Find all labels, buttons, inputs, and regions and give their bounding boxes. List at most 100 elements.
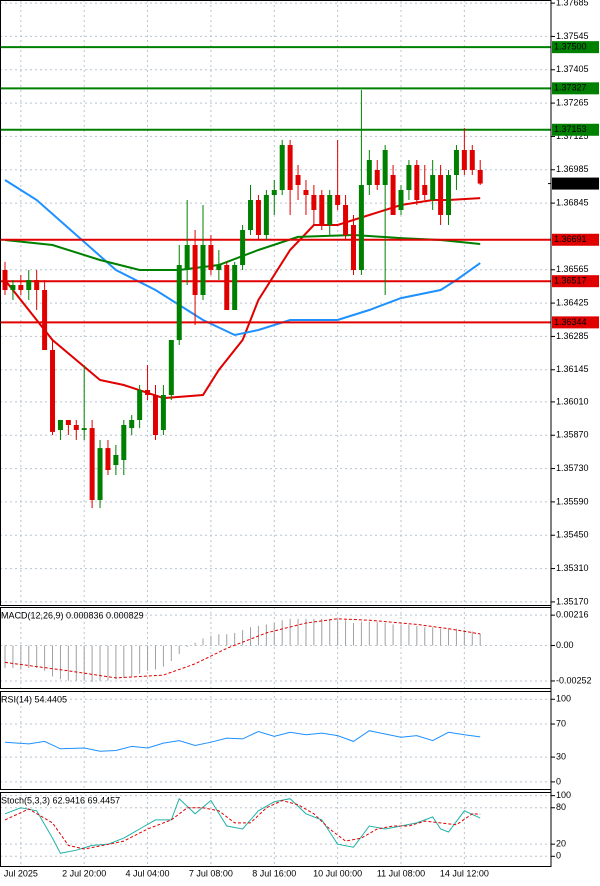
candle-body (271, 190, 277, 195)
y-tick-label: 1.35590 (556, 496, 589, 506)
y-tick-label: 1.37685 (556, 0, 589, 7)
candle-body (287, 145, 293, 190)
candle-body (311, 195, 317, 210)
candle-body (50, 350, 56, 432)
price-label-box (552, 177, 599, 190)
y-tick-label: 100 (556, 790, 571, 800)
candle-body (216, 265, 222, 270)
candle-body (430, 175, 436, 200)
candle-body (469, 150, 475, 170)
candle-body (81, 428, 87, 430)
y-tick-label: -0.00252 (556, 675, 592, 685)
panel-title: MACD(12,26,9) 0.000836 0.000829 (1, 610, 144, 620)
candle-body (89, 428, 95, 500)
candle-body (366, 160, 372, 185)
price-label: 1.37500 (554, 42, 587, 52)
candle-body (327, 195, 333, 225)
price-label: 1.37153 (554, 124, 587, 134)
candle-body (42, 290, 48, 350)
x-tick-label: 2 Jul 20:00 (62, 868, 106, 878)
candle-body (73, 425, 79, 430)
candle-body (34, 280, 40, 290)
indicator-line (4, 799, 481, 850)
candle-body (18, 285, 24, 290)
y-tick-label: 1.37545 (556, 31, 589, 41)
y-tick-label: 30 (556, 751, 566, 761)
x-tick-label: 14 Jul 12:00 (440, 868, 489, 878)
x-tick-label: 11 Jul 08:00 (377, 868, 425, 878)
y-tick-label: 1.35730 (556, 463, 589, 473)
price-label: 1.36517 (554, 276, 587, 286)
candle-body (145, 390, 151, 395)
candle-body (2, 270, 8, 290)
y-tick-label: 100 (556, 694, 571, 704)
x-tick-label: 10 Jul 00:00 (313, 868, 362, 878)
panel-title: RSI(14) 54.4405 (1, 694, 67, 704)
candle-body (422, 185, 428, 195)
price-label: 1.36344 (554, 317, 587, 327)
candle-body (176, 265, 182, 340)
price-label: 1.36691 (554, 234, 587, 244)
y-tick-label: 80 (556, 802, 566, 812)
candle-body (152, 395, 158, 435)
y-tick-label: 1.35870 (556, 430, 589, 440)
candle-body (248, 200, 254, 230)
candle-body (113, 455, 119, 465)
y-tick-label: 1.36985 (556, 164, 589, 174)
x-tick-label: 7 Jul 08:00 (189, 868, 233, 878)
price-label-box (552, 233, 599, 246)
y-tick-label: 0.00 (556, 640, 574, 650)
candle-body (184, 245, 190, 270)
price-label-box (552, 123, 599, 136)
y-tick-label: 1.35170 (556, 596, 589, 606)
y-tick-label: 1.36845 (556, 197, 589, 207)
candle-body (97, 448, 103, 500)
indicator-line (4, 233, 481, 271)
candle-body (232, 265, 238, 310)
y-tick-label: 1.35310 (556, 563, 589, 573)
candle-body (390, 175, 396, 215)
y-tick-label: 1.36285 (556, 331, 589, 341)
candle-body (255, 200, 261, 235)
candle-body (208, 245, 214, 270)
y-tick-label: 0.00216 (556, 610, 589, 620)
candle-body (343, 205, 349, 235)
panel-title: Stoch(5,3,3) 62.9416 69.4457 (1, 795, 120, 805)
y-tick-label: 1.36010 (556, 396, 589, 406)
candle-body (224, 265, 230, 310)
candle-body (303, 190, 309, 195)
x-tick-label: Jul 2025 (4, 868, 38, 878)
y-tick-label: 0 (556, 776, 561, 786)
candle-body (160, 395, 166, 430)
candle-body (446, 175, 452, 215)
candle-body (350, 225, 356, 270)
candle-body (382, 150, 388, 185)
y-tick-label: 1.37125 (556, 131, 589, 141)
indicator-line (4, 797, 481, 854)
candle-body (295, 175, 301, 185)
candle-body (453, 150, 459, 175)
candle-body (105, 448, 111, 470)
y-tick-label: 1.37265 (556, 97, 589, 107)
price-label-box (552, 275, 599, 288)
x-tick-label: 8 Jul 16:00 (252, 868, 296, 878)
candle-body (192, 245, 198, 295)
candle-body (461, 150, 467, 170)
candle-body (168, 340, 174, 395)
x-tick-label: 4 Jul 04:00 (126, 868, 170, 878)
candle-body (26, 280, 32, 290)
candle-body (477, 170, 483, 184)
candle-body (240, 230, 246, 265)
candle-body (263, 195, 269, 235)
candle-body (319, 195, 325, 225)
y-tick-label: 1.37405 (556, 64, 589, 74)
candle-body (374, 170, 380, 185)
candle-body (129, 420, 135, 429)
indicator-line (4, 197, 481, 400)
y-tick-label: 70 (556, 718, 566, 728)
price-label: 1.37327 (554, 83, 587, 93)
candle-body (406, 165, 412, 190)
candle-body (358, 185, 364, 270)
